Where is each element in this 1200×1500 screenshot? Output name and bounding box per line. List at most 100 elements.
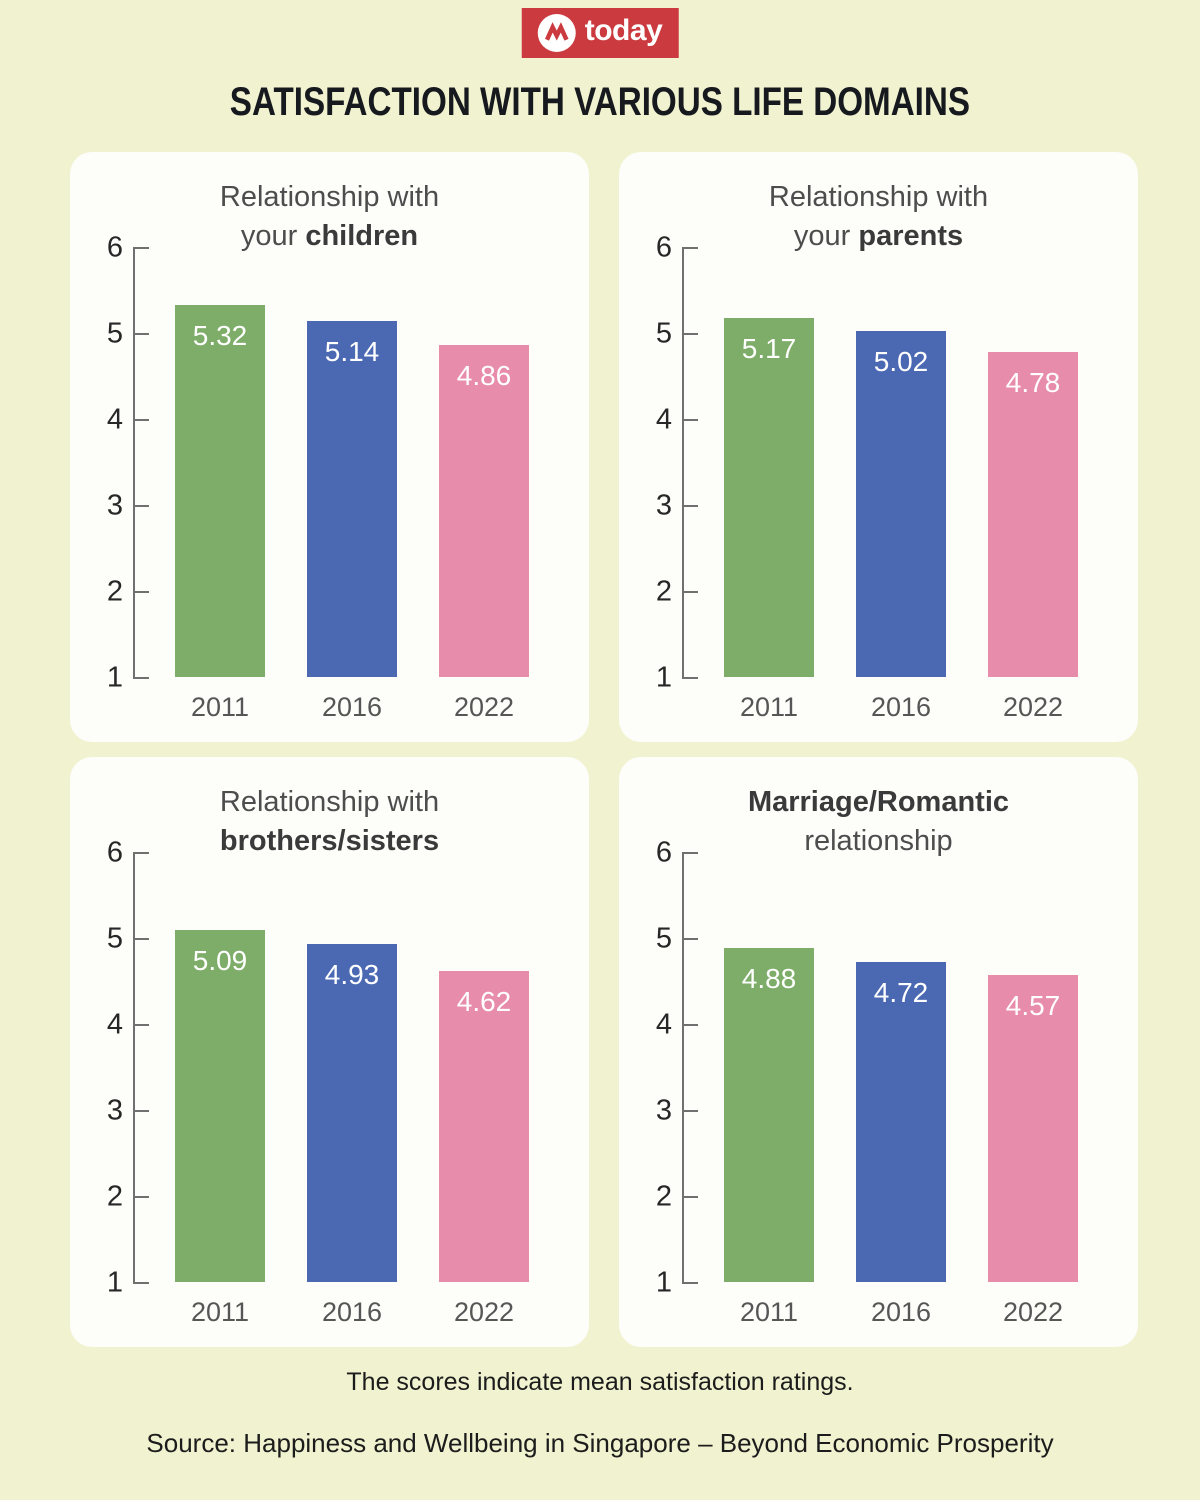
y-axis-tick [684,1024,698,1026]
bar-2016: 4.93 [307,944,397,1282]
chart-title-line: your parents [619,217,1138,256]
y-axis-tick [135,505,149,507]
chart-title-line: Marriage/Romantic [619,783,1138,822]
bar-value-label: 4.93 [324,959,380,991]
y-axis-tick-label: 5 [655,922,672,955]
bar-2016: 5.02 [856,331,946,677]
y-axis-tick-label: 1 [655,661,672,694]
y-axis-tick-label: 6 [106,231,123,264]
y-axis-tick-label: 3 [655,1094,672,1127]
chart-title-segment: brothers/sisters [219,825,440,857]
chart-title-segment: children [305,220,419,252]
charts-grid: Relationship with your children 6 5 4 3 2 1 5.32… [70,152,1138,1347]
y-axis-tick-label: 2 [655,575,672,608]
bar-value-label: 4.57 [1005,989,1061,1021]
chart-card-marriage-romantic: Marriage/Romantic relationship 6 5 4 3 2 1 4.88 2… [619,757,1138,1347]
y-axis-tick-label: 5 [106,317,123,350]
y-axis-tick-label: 6 [106,836,123,869]
chart-title-segment: relationship [804,825,953,857]
chart-title-segment: Marriage/Romantic [747,786,1010,818]
bar-value-label: 4.72 [873,977,929,1009]
y-axis-tick [684,852,698,854]
footnote-text: The scores indicate mean satisfaction ra… [346,1368,854,1396]
y-axis-tick [135,333,149,335]
chart-title-segment: parents [858,220,964,252]
y-axis-tick-label: 4 [655,1008,672,1041]
source-text: Source: Happiness and Wellbeing in Singa… [146,1428,1054,1458]
y-axis-tick-label: 5 [106,922,123,955]
y-axis-tick-label: 3 [106,1094,123,1127]
chart-title-segment: Relationship with [219,181,440,213]
y-axis-tick-label: 6 [655,231,672,264]
y-axis-tick [135,1024,149,1026]
y-axis-tick [684,419,698,421]
logo-brand-text: today [584,14,663,47]
y-axis-tick-label: 4 [106,1008,123,1041]
y-axis-tick [684,505,698,507]
y-axis-tick-label: 4 [655,403,672,436]
x-axis-label: 2016 [321,692,383,722]
bar-2016: 4.72 [856,962,946,1282]
y-axis-tick-label: 1 [106,1266,123,1299]
chart-title-segment: your [240,220,306,252]
bar-value-label: 5.14 [324,335,380,367]
today-logo: today [521,8,679,58]
chart-title: Relationship with your parents [619,178,1138,256]
bar-value-label: 4.86 [456,360,512,392]
chart-title: Marriage/Romantic relationship [619,783,1138,861]
chart-card-relationship-children: Relationship with your children 6 5 4 3 2 1 5.32… [70,152,589,742]
x-axis-label: 2016 [870,1297,932,1327]
bar-value-label: 4.78 [1005,366,1061,398]
bar-value-label: 4.88 [741,963,797,995]
page-title: SATISFACTION WITH VARIOUS LIFE DOMAINS [229,80,971,124]
y-axis-line [682,247,684,679]
y-axis-tick [135,1110,149,1112]
y-axis-tick-label: 2 [106,1180,123,1213]
y-axis-tick [135,247,149,249]
y-axis-tick-label: 1 [655,1266,672,1299]
y-axis-tick-label: 6 [655,836,672,869]
y-axis-tick [684,938,698,940]
x-axis-label: 2011 [739,692,799,722]
y-axis-tick [684,1110,698,1112]
y-axis-tick [684,1282,698,1284]
bar-2022: 4.78 [988,351,1078,677]
y-axis-tick-label: 5 [655,317,672,350]
bar-2016: 5.14 [307,320,397,677]
chart-title-line: Relationship with [70,178,589,217]
y-axis-tick [684,677,698,679]
y-axis-line [682,852,684,1284]
y-axis-tick [135,591,149,593]
bar-value-label: 5.02 [873,346,929,378]
y-axis-tick [135,677,149,679]
y-axis-tick [135,938,149,940]
chart-title-line: Relationship with [619,178,1138,217]
x-axis-label: 2022 [1002,1297,1064,1327]
chart-card-relationship-parents: Relationship with your parents 6 5 4 3 2 1 5.17 2… [619,152,1138,742]
bar-value-label: 4.62 [456,985,512,1017]
chart-card-relationship-siblings: Relationship with brothers/sisters 6 5 4 3 2 1 5… [70,757,589,1347]
x-axis-label: 2016 [321,1297,383,1327]
bar-value-label: 5.09 [192,945,248,977]
y-axis-line [133,247,135,679]
y-axis-tick-label: 2 [655,1180,672,1213]
y-axis-tick [684,247,698,249]
x-axis-label: 2011 [190,1297,250,1327]
bar-2011: 5.17 [724,318,814,677]
chart-title-line: relationship [619,822,1138,861]
x-axis-label: 2016 [870,692,932,722]
y-axis-tick [135,419,149,421]
y-axis-tick-label: 4 [106,403,123,436]
mediacorp-m-icon [537,14,576,52]
chart-title-segment: Relationship with [219,786,440,818]
y-axis-tick-label: 2 [106,575,123,608]
y-axis-tick [684,333,698,335]
chart-title: Relationship with your children [70,178,589,256]
chart-title-segment: Relationship with [768,181,989,213]
bar-2022: 4.62 [439,970,529,1282]
x-axis-label: 2022 [453,1297,515,1327]
chart-title-line: your children [70,217,589,256]
x-axis-label: 2011 [739,1297,799,1327]
y-axis-line [133,852,135,1284]
bar-value-label: 5.17 [741,333,797,365]
